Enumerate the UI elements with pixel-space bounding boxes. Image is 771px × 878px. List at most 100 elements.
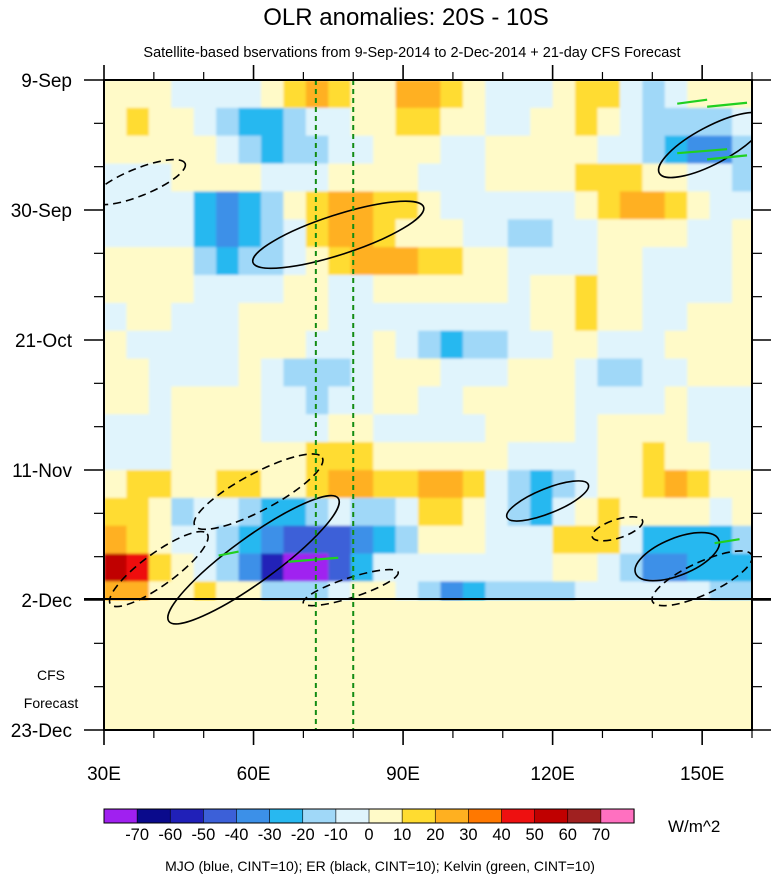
heatmap-cell <box>395 247 419 276</box>
heatmap-cell <box>395 497 419 527</box>
heatmap-cell <box>171 470 195 499</box>
heatmap-cell <box>575 191 599 220</box>
heatmap-cell <box>530 386 554 415</box>
heatmap-cell <box>462 163 486 193</box>
heatmap-cell <box>575 135 599 165</box>
heatmap-cell <box>597 219 621 248</box>
heatmap-cell <box>642 247 666 276</box>
heatmap-cell <box>350 442 374 471</box>
heatmap-cell <box>395 219 419 248</box>
heatmap-cell <box>328 163 352 193</box>
heatmap-cell <box>687 275 711 304</box>
heatmap-cell <box>148 442 172 471</box>
heatmap-cell <box>126 163 150 193</box>
heatmap-cell <box>193 107 217 137</box>
heatmap-cell <box>687 497 711 527</box>
heatmap-cell <box>126 219 150 248</box>
heatmap-cell <box>328 191 352 220</box>
heatmap-cell <box>709 470 733 499</box>
er-contour <box>108 530 209 608</box>
heatmap-cell <box>642 358 666 388</box>
heatmap-cell <box>171 191 195 220</box>
x-tick-label: 120E <box>530 764 574 785</box>
heatmap-cell <box>216 219 240 248</box>
heatmap-cell <box>216 386 240 415</box>
heatmap-cell <box>261 553 285 583</box>
heatmap-cell <box>619 80 643 109</box>
heatmap-cell <box>171 525 195 555</box>
heatmap-cell <box>104 553 128 583</box>
heatmap-cell <box>193 414 217 443</box>
heatmap-cell <box>238 414 262 443</box>
heatmap-cell <box>328 80 352 109</box>
heatmap-cell <box>193 497 217 527</box>
heatmap-cell <box>462 219 486 248</box>
heatmap-cell <box>687 302 711 332</box>
heatmap-cell <box>126 191 150 220</box>
heatmap-cell <box>171 386 195 415</box>
heatmap-cell <box>552 442 576 471</box>
heatmap-cell <box>148 275 172 304</box>
heatmap-cell <box>395 330 419 360</box>
heatmap-cell <box>642 107 666 137</box>
heatmap-cell <box>193 247 217 276</box>
heatmap-cell <box>642 163 666 193</box>
heatmap-cell <box>597 135 621 165</box>
heatmap-cell <box>261 414 285 443</box>
legend-note: MJO (blue, CINT=10); ER (black, CINT=10)… <box>165 858 595 874</box>
heatmap-cell <box>530 581 554 601</box>
kelvin-contours <box>218 98 748 563</box>
heatmap-cell <box>171 219 195 248</box>
heatmap-cell <box>283 581 307 601</box>
x-tick-label: 150E <box>680 764 724 785</box>
heatmap-cell <box>216 302 240 332</box>
heatmap-cell <box>283 414 307 443</box>
heatmap-cell <box>193 386 217 415</box>
heatmap-cell <box>619 581 643 601</box>
heatmap-cell <box>507 191 531 220</box>
heatmap-cell <box>126 135 150 165</box>
heatmap-cell <box>328 107 352 137</box>
heatmap-cell <box>104 497 128 527</box>
heatmap-cell <box>350 525 374 555</box>
heatmap-cell <box>350 330 374 360</box>
heatmap-cell <box>709 80 733 109</box>
heatmap-cell <box>305 275 329 304</box>
heatmap-cell <box>126 80 150 109</box>
heatmap-cell <box>328 358 352 388</box>
heatmap-cell <box>261 442 285 471</box>
heatmap-cell <box>642 497 666 527</box>
heatmap-cell <box>440 191 464 220</box>
heatmap-cell <box>395 442 419 471</box>
heatmap-cell <box>507 386 531 415</box>
heatmap-cell <box>462 386 486 415</box>
heatmap-cell <box>216 442 240 471</box>
heatmap-cell <box>732 163 752 193</box>
colorbar-swatch <box>401 808 436 824</box>
heatmap-cell <box>709 525 733 555</box>
heatmap-cell <box>373 358 397 388</box>
heatmap-cell <box>126 386 150 415</box>
heatmap-cell <box>642 275 666 304</box>
er-contour <box>657 111 752 179</box>
heatmap-cell <box>664 330 688 360</box>
heatmap-cell <box>462 553 486 583</box>
heatmap-cell <box>104 302 128 332</box>
heatmap-cell <box>575 386 599 415</box>
heatmap-cell <box>126 107 150 137</box>
heatmap-cell <box>238 470 262 499</box>
heatmap-cell <box>148 414 172 443</box>
heatmap-cell <box>597 107 621 137</box>
y-tick-label: 9-Sep <box>21 71 72 92</box>
heatmap-cell <box>575 330 599 360</box>
heatmap-cell <box>104 219 128 248</box>
heatmap-cell <box>171 163 195 193</box>
heatmap-cell <box>709 497 733 527</box>
heatmap-cell <box>126 302 150 332</box>
heatmap-cell <box>283 191 307 220</box>
heatmap-cell <box>507 414 531 443</box>
heatmap-cell <box>664 107 688 137</box>
heatmap-cell <box>193 581 217 601</box>
heatmap-cell <box>171 414 195 443</box>
